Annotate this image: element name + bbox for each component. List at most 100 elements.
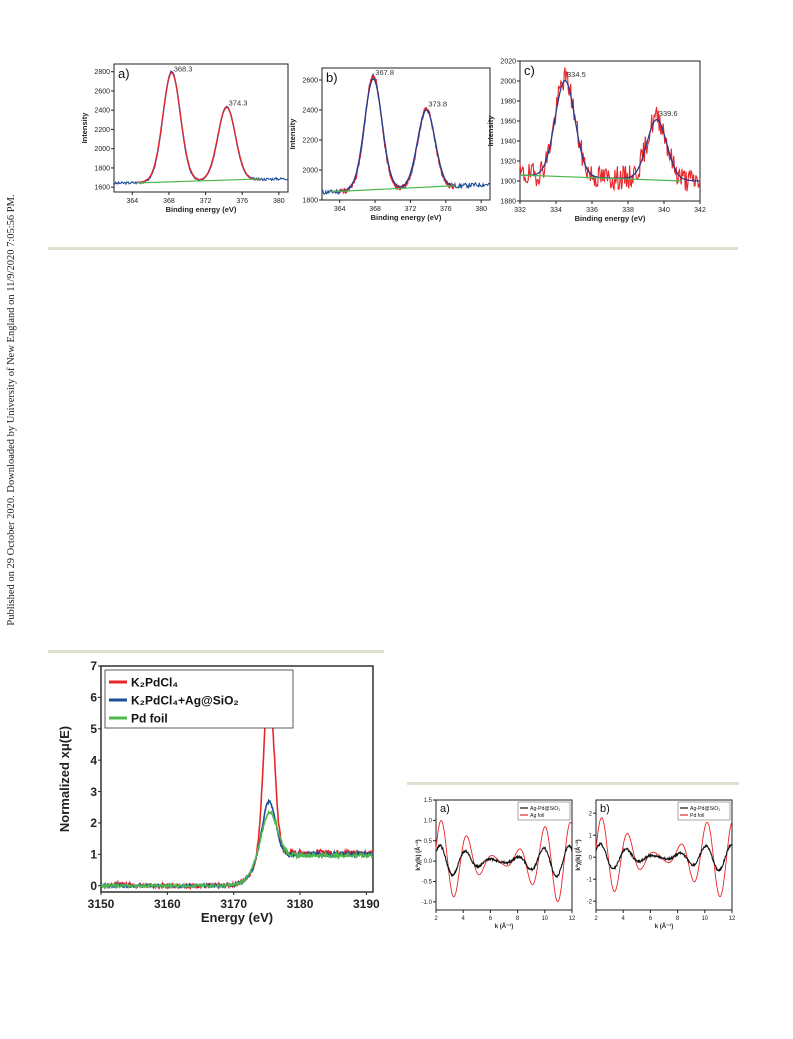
x-tick-label: 12 xyxy=(729,916,736,922)
x-tick-label: 10 xyxy=(701,916,708,922)
x-tick-label: 376 xyxy=(440,206,452,213)
x-tick-label: 3170 xyxy=(220,897,247,911)
series-line-measured xyxy=(113,70,289,186)
series-line-fit2 xyxy=(339,74,455,195)
divider-top xyxy=(48,247,738,250)
divider-right xyxy=(407,782,739,785)
y-tick-label: 0 xyxy=(90,879,97,893)
y-tick-label: 2 xyxy=(90,816,97,830)
legend-entry: Ag-Pd@SiO₂ xyxy=(690,806,720,812)
legend-box xyxy=(677,801,731,821)
chart-exafs-a: 2 4 6 8 10 12 -1.0 -0.5 0.0 0.5 1.0 1.5 k (Å⁻¹) k²χ(k… xyxy=(415,798,576,930)
y-tick-label: 2000 xyxy=(500,78,516,85)
y-axis-label: k²χ(k) (Å⁻²) xyxy=(415,839,422,870)
x-tick-label: 340 xyxy=(658,207,670,214)
y-tick-label: 1800 xyxy=(302,197,318,204)
panel-label: b) xyxy=(326,70,338,85)
peak-label: 368.3 xyxy=(174,65,193,74)
x-tick-label: 380 xyxy=(475,206,487,213)
y-tick-label: 2600 xyxy=(94,88,110,95)
baseline-line xyxy=(330,185,455,193)
x-tick-label: 364 xyxy=(334,206,346,213)
baseline-line xyxy=(136,178,261,184)
x-axis-label: k (Å⁻¹) xyxy=(655,923,674,930)
x-tick-label: 338 xyxy=(622,207,634,214)
chart-xps-a: 364 368 372 376 380 1600 1800 2000 2200 2400 2600 2… xyxy=(80,63,289,214)
peak-label: 339.6 xyxy=(659,109,678,118)
legend-entry: K₂PdCl₄ xyxy=(131,676,178,690)
y-tick-label: 1960 xyxy=(500,118,516,125)
panel-label: b) xyxy=(600,803,610,815)
panel-label: a) xyxy=(118,66,130,81)
peak-label: 334.5 xyxy=(567,70,586,79)
y-axis-label: Intensity xyxy=(80,112,89,144)
y-axis-label: Normalized xμ(E) xyxy=(57,726,72,832)
x-axis-label: Binding energy (eV) xyxy=(575,214,646,223)
y-tick-label: 2000 xyxy=(302,167,318,174)
y-tick-label: 1900 xyxy=(500,178,516,185)
y-tick-label: 0.5 xyxy=(424,839,433,845)
x-tick-label: 8 xyxy=(516,916,520,922)
y-axis-label: Intensity xyxy=(486,115,495,147)
series-line-fit2 xyxy=(136,72,261,183)
y-tick-label: 1.0 xyxy=(424,818,433,824)
chart-xanes: 3150 3160 3170 3180 3190 0 1 2 3 4 5 6 7 Energy (eV) N… xyxy=(57,659,380,925)
plot-frame xyxy=(435,799,573,911)
y-tick-label: 4 xyxy=(90,753,97,767)
y-tick-label: 6 xyxy=(90,691,97,705)
legend-entry: Ag foil xyxy=(530,813,544,819)
plot-frame xyxy=(100,665,374,893)
y-tick-label: 1 xyxy=(589,833,593,839)
x-tick-label: 342 xyxy=(694,207,706,214)
y-tick-label: 5 xyxy=(90,722,97,736)
x-tick-label: 3150 xyxy=(88,897,115,911)
y-tick-label: 1800 xyxy=(94,165,110,172)
y-tick-label: 2200 xyxy=(94,127,110,134)
divider-left xyxy=(48,650,384,653)
y-tick-label: 3 xyxy=(90,785,97,799)
legend-entry: Ag-Pd@SiO₂ xyxy=(530,806,560,812)
peak-label: 373.8 xyxy=(428,100,447,109)
legend-box xyxy=(517,801,571,821)
series-line-1 xyxy=(100,798,374,890)
y-tick-label: 2400 xyxy=(94,108,110,115)
chart-xps-c: 332 334 336 338 340 342 1880 1900 1920 1940 1960 19… xyxy=(486,58,706,223)
series-line-0 xyxy=(595,817,733,898)
peak-label: 367.8 xyxy=(375,68,394,77)
y-tick-label: -2 xyxy=(587,899,593,905)
legend-entry: Pd foil xyxy=(690,813,704,819)
x-tick-label: 2 xyxy=(594,916,598,922)
plot-frame xyxy=(595,799,733,911)
x-tick-label: 3160 xyxy=(154,897,181,911)
series-line-measured xyxy=(321,72,491,196)
x-tick-label: 3190 xyxy=(353,897,380,911)
x-axis-label: Binding energy (eV) xyxy=(371,213,442,222)
y-tick-label: -1 xyxy=(587,877,593,883)
publication-sidenote: Published on 29 October 2020. Downloaded… xyxy=(6,180,20,640)
series-line-0 xyxy=(435,820,573,902)
y-tick-label: -0.5 xyxy=(422,880,433,886)
y-axis-label: Intensity xyxy=(288,118,297,150)
x-tick-label: 8 xyxy=(676,916,680,922)
y-tick-label: 2800 xyxy=(94,69,110,76)
x-tick-label: 368 xyxy=(163,198,175,205)
x-tick-label: 336 xyxy=(586,207,598,214)
series-line-fit xyxy=(520,79,700,182)
x-tick-label: 4 xyxy=(622,916,626,922)
x-tick-label: 372 xyxy=(405,206,417,213)
series-line-1 xyxy=(595,842,733,872)
chart-xps-b: 364 368 372 376 380 1800 2000 2200 2400 2600 Bindi… xyxy=(288,67,491,222)
x-tick-label: 334 xyxy=(550,207,562,214)
y-tick-label: 1980 xyxy=(500,98,516,105)
x-tick-label: 6 xyxy=(489,916,493,922)
legend-entry: Pd foil xyxy=(131,712,168,726)
y-tick-label: 2000 xyxy=(94,146,110,153)
x-tick-label: 12 xyxy=(569,916,576,922)
series-line-2 xyxy=(100,809,374,890)
y-tick-label: 0.0 xyxy=(424,859,433,865)
x-tick-label: 376 xyxy=(236,198,248,205)
x-tick-label: 2 xyxy=(434,916,438,922)
y-tick-label: 1940 xyxy=(500,138,516,145)
panel-label: c) xyxy=(524,63,535,78)
y-tick-label: 1880 xyxy=(500,198,516,205)
